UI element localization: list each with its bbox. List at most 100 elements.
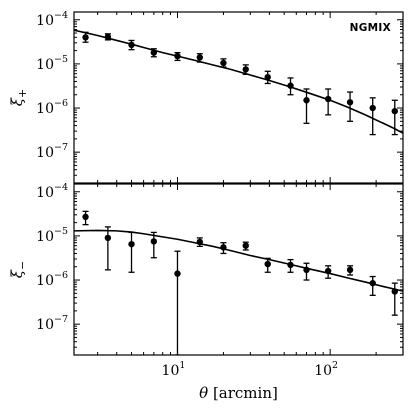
data-point [150, 238, 158, 245]
data-point-group [104, 226, 112, 271]
plot-frame [73, 11, 404, 184]
data-point-group [264, 257, 271, 273]
y-tick-label-base: 10 [36, 145, 54, 161]
data-point-group [369, 275, 376, 296]
data-point [104, 234, 112, 242]
y-axis-label: ξ− [8, 261, 29, 278]
data-point-group [174, 51, 181, 62]
data-point-group [82, 31, 89, 43]
data-point [391, 107, 398, 115]
y-tick-label-exponent: −4 [54, 182, 68, 193]
panel-annotation: NGMIX [350, 22, 391, 34]
y-tick-label-base: 10 [36, 185, 54, 201]
x-axis-label-unit: [arcmin] [208, 384, 278, 402]
data-point [220, 244, 227, 251]
data-point-group [287, 258, 294, 273]
data-point-group [196, 237, 203, 247]
data-point-group [346, 91, 354, 122]
x-tick-label: 102 [314, 360, 338, 379]
data-point-group [264, 70, 271, 85]
data-point-group [220, 58, 227, 68]
data-point [128, 41, 135, 49]
y-axis-label-subscript: + [16, 89, 29, 98]
data-point [369, 279, 376, 287]
x-tick-label-exponent: 2 [332, 360, 338, 371]
data-point [303, 97, 310, 104]
data-point [82, 34, 89, 41]
x-axis-label-symbol: θ [199, 384, 208, 402]
data-point [150, 49, 158, 56]
data-point [324, 95, 332, 103]
y-tick-label-exponent: −5 [54, 54, 68, 65]
data-point [128, 240, 135, 248]
data-point [369, 104, 376, 112]
y-tick-label-base: 10 [36, 273, 54, 289]
data-point-group [196, 53, 203, 63]
data-point [264, 73, 271, 81]
model-curve [74, 29, 403, 134]
data-point [287, 261, 294, 269]
y-axis-label-symbol: ξ [8, 97, 26, 106]
y-tick-label-base: 10 [36, 57, 54, 73]
data-point-group [242, 64, 249, 75]
data-point-group [391, 99, 398, 136]
x-tick-label-base: 10 [314, 363, 332, 379]
y-tick-label: 10−6 [36, 98, 68, 117]
data-point-group [287, 77, 294, 96]
y-tick-label: 10−5 [36, 226, 68, 245]
data-point-group [303, 88, 310, 124]
data-point [346, 266, 354, 274]
data-point-group [104, 33, 112, 41]
x-axis-label: θ [arcmin] [199, 384, 278, 402]
panel-xi_plus: 10−710−610−510−4ξ+NGMIX [8, 10, 404, 184]
y-tick-label-exponent: −7 [54, 314, 68, 325]
y-tick-label: 10−4 [36, 182, 68, 201]
x-tick-label-exponent: 1 [179, 360, 185, 371]
data-point [287, 82, 294, 89]
data-point-group [174, 250, 181, 355]
data-point-group [369, 97, 376, 136]
data-point [82, 213, 89, 221]
y-tick-label-base: 10 [36, 101, 54, 117]
data-point-group [324, 265, 332, 279]
data-point [104, 33, 112, 41]
data-point [242, 66, 249, 73]
y-tick-label-base: 10 [36, 13, 54, 29]
y-tick-label-exponent: −6 [54, 270, 68, 281]
data-point [196, 54, 203, 61]
data-point-group [150, 48, 158, 58]
y-axis-label-subscript: − [16, 261, 29, 270]
y-tick-label-base: 10 [36, 229, 54, 245]
model-curve [74, 229, 403, 292]
data-point [324, 267, 332, 275]
y-tick-label-exponent: −5 [54, 226, 68, 237]
data-point-group [324, 88, 332, 116]
x-tick-label: 101 [162, 360, 186, 379]
data-point-group [242, 241, 249, 251]
y-tick-label-exponent: −6 [54, 98, 68, 109]
y-tick-label-exponent: −4 [54, 10, 68, 21]
data-point-group [303, 262, 310, 281]
data-point [196, 238, 203, 246]
y-tick-label-exponent: −7 [54, 142, 68, 153]
data-point [303, 266, 310, 274]
x-tick-label-base: 10 [162, 363, 180, 379]
data-point [346, 99, 354, 106]
data-point [220, 59, 227, 67]
data-point-group [391, 282, 398, 316]
y-tick-label: 10−4 [36, 10, 68, 29]
data-point [264, 260, 271, 268]
y-tick-label: 10−7 [36, 142, 68, 161]
data-point-group [128, 231, 135, 273]
data-point [391, 288, 398, 295]
data-point [242, 242, 249, 249]
y-tick-label: 10−6 [36, 270, 68, 289]
data-point-group [82, 210, 89, 226]
y-axis-label-symbol: ξ [8, 269, 26, 278]
plot-frame [73, 183, 404, 356]
data-point-group [128, 39, 135, 51]
data-point-group [150, 231, 158, 259]
y-tick-label: 10−7 [36, 314, 68, 333]
y-tick-label: 10−5 [36, 54, 68, 73]
